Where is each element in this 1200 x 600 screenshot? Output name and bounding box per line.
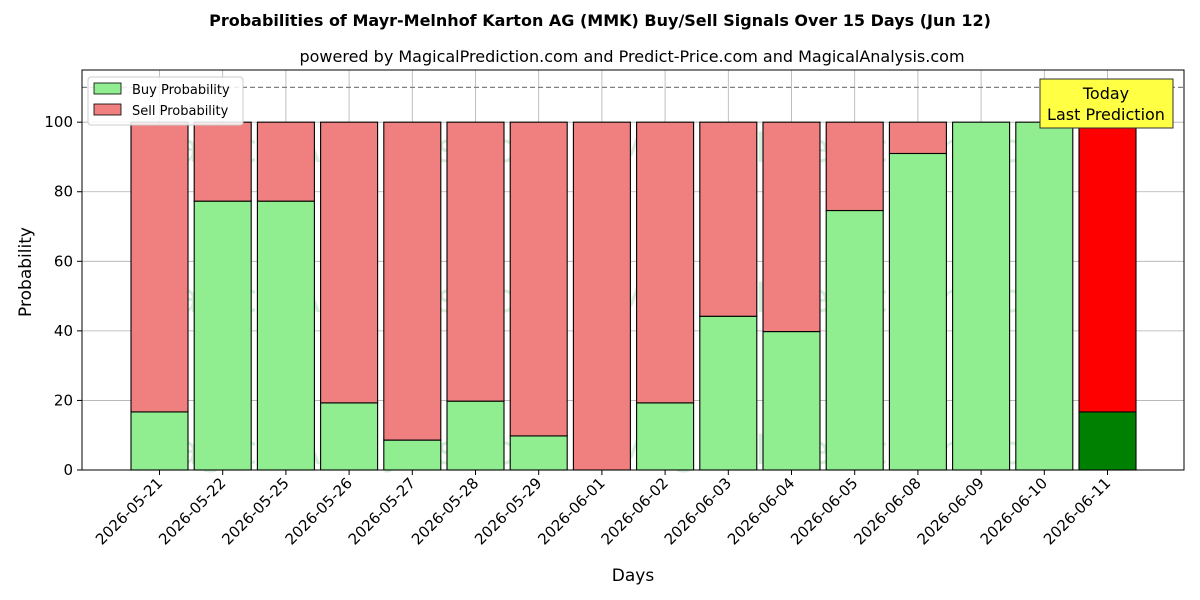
bar-buy-2026-06-10 [1015,121,1074,471]
legend-box [87,76,244,126]
x-tick-label: 2026-06-08 [850,474,924,548]
today-label: Today [1082,84,1129,103]
y-axis-label: Probability [16,227,36,317]
x-tick-label: 2026-05-28 [408,474,482,548]
x-tick-label: 2026-05-21 [92,474,166,548]
x-tick-label: 2026-06-05 [787,474,861,548]
legend-label-sell: Sell Probability [132,104,229,119]
plot-frame [81,69,1185,471]
bar-buy-2026-05-21 [130,411,189,471]
bar-buy-2026-05-22 [193,200,252,471]
bar-sell-2026-06-08 [888,121,947,155]
bar-buy-2026-06-11 [1078,411,1137,471]
bar-buy-2026-06-04 [762,331,821,471]
bar-buy-2026-05-26 [320,402,379,471]
bar-buy-2026-06-08 [888,152,947,471]
bar-buy-2026-05-28 [446,400,505,471]
y-tick-label: 60 [54,252,73,270]
y-tick-label: 20 [54,391,73,409]
legend-label-buy: Buy Probability [132,83,230,98]
bar-sell-2026-06-01 [572,121,631,471]
y-tick-label: 100 [44,113,73,131]
chart-subtitle: powered by MagicalPrediction.com and Pre… [299,47,964,66]
x-tick-label: 2026-05-25 [218,474,292,548]
bar-buy-2026-05-25 [256,200,315,471]
today-annotation: Today Last Prediction [1039,78,1174,129]
x-tick-label: 2026-06-04 [724,474,798,548]
x-ticks: 2026-05-212026-05-222026-05-252026-05-26… [92,470,1114,548]
bar-sell-2026-06-05 [825,121,884,212]
last-prediction-label: Last Prediction [1047,105,1165,124]
x-tick-label: 2026-06-09 [914,474,988,548]
x-tick-label: 2026-06-03 [661,474,735,548]
bar-sell-2026-06-03 [699,121,758,317]
legend-swatch-buy [93,82,122,95]
y-tick-label: 0 [63,461,73,479]
bar-sell-2026-05-28 [446,121,505,402]
bar-sell-2026-05-26 [320,121,379,404]
bar-buy-2026-05-29 [509,435,568,471]
bars [130,121,1137,471]
bar-sell-2026-06-11 [1078,121,1137,413]
bar-sell-2026-05-25 [256,121,315,202]
legend-swatch-sell [93,103,122,116]
x-axis-label: Days [612,566,655,586]
bar-sell-2026-05-21 [130,121,189,413]
legend: Buy Probability Sell Probability [87,76,244,126]
x-tick-label: 2026-06-10 [977,474,1051,548]
bar-buy-2026-06-05 [825,209,884,471]
bar-sell-2026-06-02 [636,121,695,404]
x-tick-label: 2026-06-01 [534,474,608,548]
bar-sell-2026-05-29 [509,121,568,437]
x-tick-label: 2026-05-26 [282,474,356,548]
bar-buy-2026-06-02 [636,402,695,471]
bar-buy-2026-06-03 [699,315,758,471]
bar-sell-2026-05-22 [193,121,252,202]
y-tick-label: 80 [54,183,73,201]
y-tick-label: 40 [54,322,73,340]
x-tick-label: 2026-05-29 [471,474,545,548]
bar-buy-2026-05-27 [383,439,442,471]
x-tick-label: 2026-05-27 [345,474,419,548]
x-tick-label: 2026-06-11 [1040,474,1114,548]
chart-title: Probabilities of Mayr-Melnhof Karton AG … [209,11,991,30]
bar-sell-2026-06-04 [762,121,821,333]
x-tick-label: 2026-05-22 [155,474,229,548]
bar-buy-2026-06-09 [952,121,1011,471]
bar-sell-2026-05-27 [383,121,442,441]
y-ticks: 0 20 40 60 80 100 [44,113,82,479]
today-box [1039,78,1174,129]
x-tick-label: 2026-06-02 [598,474,672,548]
